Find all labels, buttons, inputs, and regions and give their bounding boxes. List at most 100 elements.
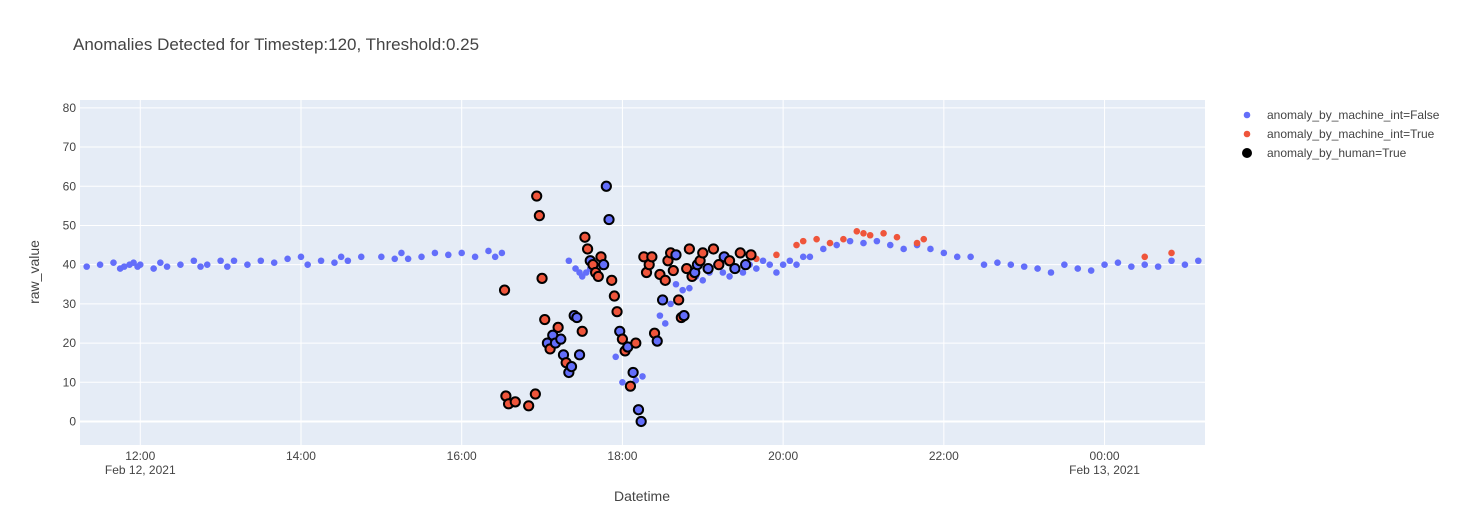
point-machine-false	[110, 259, 117, 266]
point-machine-false	[1047, 269, 1055, 276]
point-machine-false	[378, 253, 385, 261]
point-machine-false	[900, 245, 907, 253]
point-machine-false	[244, 261, 251, 268]
point-machine-false	[927, 245, 934, 253]
legend-item[interactable]: anomaly_by_machine_int=False	[1243, 108, 1440, 122]
point-machine-false	[1034, 265, 1041, 272]
point-human-anomaly	[673, 294, 685, 306]
point-human-anomaly	[611, 306, 623, 318]
point-machine-false	[766, 261, 774, 268]
point-human-anomaly	[624, 380, 637, 392]
point-machine-true	[860, 229, 867, 237]
point-human-anomaly	[616, 333, 629, 345]
point-machine-false	[1007, 261, 1015, 268]
point-machine-false	[656, 312, 664, 319]
point-machine-false	[1074, 265, 1082, 272]
point-machine-false	[980, 261, 988, 268]
point-human-anomaly	[659, 274, 671, 286]
point-machine-false	[565, 257, 573, 265]
point-human-anomaly	[523, 400, 535, 412]
point-human-anomaly	[656, 294, 669, 306]
y-tick-label: 60	[63, 179, 77, 193]
point-machine-true	[773, 251, 780, 259]
point-machine-false	[1195, 257, 1202, 265]
point-human-anomaly	[555, 333, 567, 345]
y-tick-label: 70	[63, 140, 77, 154]
point-human-anomaly	[539, 313, 551, 326]
point-machine-false	[793, 261, 800, 268]
point-machine-false	[1154, 263, 1162, 270]
point-machine-false	[1168, 257, 1175, 265]
point-human-anomaly	[702, 262, 714, 275]
point-human-anomaly	[646, 251, 658, 263]
legend-marker	[1243, 130, 1251, 138]
legend-item[interactable]: anomaly_by_machine_int=True	[1243, 127, 1435, 141]
point-human-anomaly	[683, 243, 695, 255]
x-tick-label: 12:00	[125, 449, 155, 463]
x-axis-title: Datetime	[614, 488, 670, 504]
point-machine-false	[230, 257, 238, 265]
point-machine-false	[820, 245, 827, 253]
point-machine-false	[190, 257, 198, 265]
y-tick-label: 20	[63, 336, 77, 350]
point-machine-false	[619, 378, 626, 386]
point-machine-true	[1141, 253, 1149, 261]
chart-title: Anomalies Detected for Timestep:120, Thr…	[73, 35, 479, 54]
point-machine-false	[1101, 261, 1108, 268]
y-tick-label: 30	[63, 297, 77, 311]
point-machine-true	[853, 228, 861, 235]
point-machine-true	[866, 231, 874, 239]
point-machine-false	[163, 263, 171, 270]
point-machine-false	[940, 249, 948, 257]
x-tick-label: 14:00	[286, 449, 316, 463]
point-machine-false	[120, 263, 128, 270]
point-machine-false	[739, 269, 747, 276]
point-machine-false	[297, 253, 305, 261]
point-machine-false	[759, 257, 767, 265]
point-human-anomaly	[734, 247, 746, 259]
point-machine-true	[813, 235, 820, 243]
y-tick-label: 40	[63, 258, 77, 272]
point-machine-false	[1061, 261, 1068, 268]
point-human-anomaly	[581, 243, 594, 255]
point-machine-false	[217, 257, 224, 265]
point-machine-false	[860, 239, 867, 247]
point-machine-false	[672, 280, 680, 288]
point-machine-false	[639, 373, 646, 380]
point-human-anomaly	[670, 249, 682, 261]
point-machine-false	[726, 273, 733, 280]
legend-label: anomaly_by_machine_int=False	[1267, 108, 1440, 122]
x-tick-label: 18:00	[607, 449, 637, 463]
point-machine-false	[773, 269, 780, 276]
point-machine-false	[1020, 263, 1028, 270]
point-human-anomaly	[697, 247, 709, 259]
point-machine-false	[485, 247, 492, 255]
point-machine-true	[840, 235, 847, 243]
point-human-anomaly	[723, 255, 736, 267]
point-human-anomaly	[600, 180, 612, 192]
point-machine-false	[136, 261, 144, 268]
point-human-anomaly	[571, 311, 583, 324]
y-tick-label: 0	[69, 414, 76, 428]
legend-item[interactable]: anomaly_by_human=True	[1242, 146, 1407, 160]
legend[interactable]: anomaly_by_machine_int=False anomaly_by_m…	[1242, 108, 1440, 160]
x-tick-label: 22:00	[929, 449, 959, 463]
point-machine-false	[331, 259, 338, 266]
point-machine-true	[793, 241, 800, 249]
point-machine-false	[257, 257, 265, 265]
point-machine-false	[679, 286, 686, 294]
point-machine-false	[445, 251, 452, 259]
point-machine-false	[96, 261, 104, 268]
point-human-anomaly	[740, 259, 752, 271]
point-machine-false	[806, 253, 814, 261]
point-machine-false	[391, 255, 399, 263]
point-machine-false	[150, 265, 157, 272]
point-machine-false	[177, 261, 184, 268]
point-machine-false	[953, 253, 961, 261]
point-machine-false	[1181, 261, 1189, 268]
point-machine-false	[1141, 261, 1149, 268]
point-machine-false	[833, 241, 840, 249]
point-machine-false	[344, 257, 352, 265]
point-machine-false	[612, 353, 620, 361]
